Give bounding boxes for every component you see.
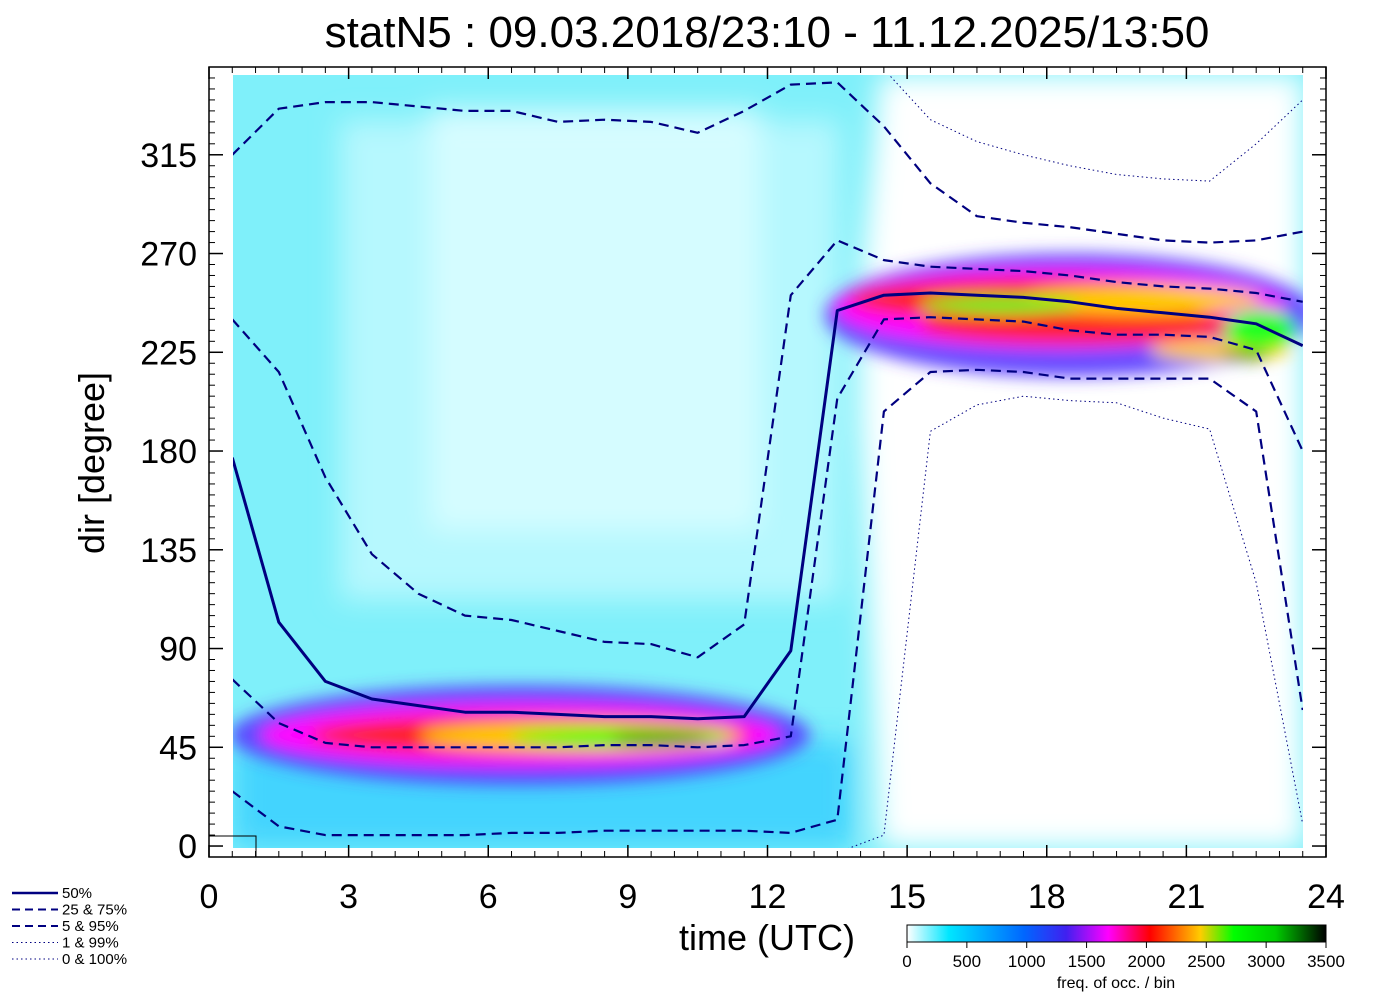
y-tick-label: 315: [140, 137, 197, 175]
y-tick-label: 270: [140, 236, 197, 274]
y-tick-label: 225: [140, 334, 197, 372]
x-tick-label: 0: [200, 878, 219, 916]
x-axis: 0 3 6 9 12 15 18 21 24: [200, 67, 1345, 916]
colorbar-tick-label: 2000: [1128, 952, 1166, 971]
legend-entry: 50%: [62, 885, 92, 902]
y-tick-label: 45: [159, 729, 197, 767]
y-tick-label: 90: [159, 631, 197, 669]
x-tick-label: 3: [339, 878, 358, 916]
legend-entry: 0 & 100%: [62, 951, 127, 968]
x-tick-label: 15: [888, 878, 926, 916]
x-tick-label: 6: [479, 878, 498, 916]
colorbar-tick-label: 1000: [1008, 952, 1046, 971]
series-line-q99: [888, 75, 1303, 182]
colorbar-tick-label: 3000: [1247, 952, 1285, 971]
x-tick-label: 24: [1307, 878, 1345, 916]
series-line-q75: [233, 239, 1303, 659]
y-axis-label: dir [degree]: [71, 372, 112, 554]
colorbar-tick-label: 1500: [1068, 952, 1106, 971]
x-axis-label: time (UTC): [679, 917, 855, 958]
series-line-median: [233, 291, 1303, 721]
series-line-q25: [233, 316, 1303, 749]
legend: 50%25 & 75%5 & 95%1 & 99%0 & 100%: [12, 885, 127, 968]
percentile-lines: [233, 75, 1303, 848]
x-tick-label: 9: [618, 878, 637, 916]
legend-entry: 1 & 99%: [62, 935, 119, 952]
legend-entry: 25 & 75%: [62, 902, 127, 919]
y-tick-label: 135: [140, 532, 197, 570]
y-tick-label: 180: [140, 433, 197, 471]
heatmap: [233, 75, 1303, 848]
chart-title: statN5 : 09.03.2018/23:10 - 11.12.2025/1…: [325, 8, 1210, 57]
colorbar-ticks: 0 500 1000 1500 2000 2500 3000 3500: [902, 942, 1345, 971]
legend-entry: 5 & 95%: [62, 918, 119, 935]
x-tick-label: 18: [1028, 878, 1066, 916]
colorbar-tick-label: 2500: [1187, 952, 1225, 971]
colorbar-tick-label: 3500: [1307, 952, 1345, 971]
y-axis: 0 45 90 135 180 225 270 315: [140, 137, 1326, 866]
colorbar: 0 500 1000 1500 2000 2500 3000 3500 freq. of oc…: [902, 924, 1345, 992]
series-line-q05: [233, 368, 1303, 837]
colorbar-tick-label: 0: [902, 952, 911, 971]
colorbar-tick-label: 500: [953, 952, 981, 971]
x-tick-label: 21: [1167, 878, 1205, 916]
series-line-q95: [233, 81, 1303, 244]
colorbar-label: freq. of occ. / bin: [1057, 975, 1175, 992]
y-tick-label: 0: [178, 828, 197, 866]
x-tick-label: 12: [749, 878, 787, 916]
colorbar-gradient: [906, 924, 1327, 943]
